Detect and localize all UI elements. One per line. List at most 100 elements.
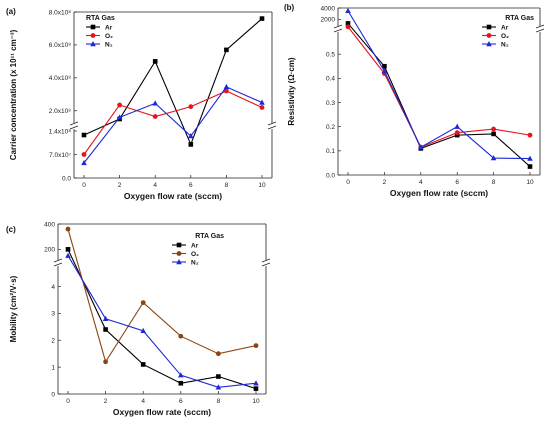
- x-axis-title: Oxygen flow rate (sccm): [113, 407, 211, 417]
- data-point: [253, 380, 259, 386]
- legend-label: Ar: [191, 243, 199, 250]
- series-line-0: [347, 23, 531, 167]
- y-axis-title: Mobility (cm²/V·s): [9, 275, 18, 342]
- legend-label: N₂: [191, 260, 199, 267]
- data-point: [103, 359, 108, 365]
- data-point: [117, 102, 122, 108]
- axis-break-mark: [69, 121, 79, 126]
- legend-label: O₂: [105, 33, 113, 40]
- axis-break-mark: [53, 262, 63, 267]
- data-point: [178, 372, 184, 378]
- x-tick-label: 2: [104, 398, 108, 405]
- y-tick-label: 0.3: [326, 100, 335, 107]
- x-tick-label: 0: [66, 398, 70, 405]
- y-tick-label: 3: [51, 311, 55, 318]
- data-point: [140, 362, 146, 367]
- legend-marker: [176, 251, 182, 256]
- chart-panel-0: 0.0 7.0x10⁷ 1.4x10⁸ 2.0x10⁸ 4.0x10⁸ 6.0x10⁸ 8.…: [6, 7, 277, 201]
- y-tick-label: 1.4x10⁸: [49, 128, 72, 135]
- data-point: [152, 59, 158, 64]
- legend-marker: [90, 41, 96, 47]
- x-tick-label: 4: [153, 182, 157, 189]
- data-point: [223, 83, 230, 90]
- legend-label: O₂: [501, 33, 509, 40]
- data-point: [152, 100, 158, 106]
- data-point: [152, 114, 158, 119]
- data-point: [345, 7, 351, 14]
- panel-label: (a): [6, 7, 16, 16]
- y-tick-label: 7.0x10⁷: [49, 152, 72, 159]
- axis-break-gap: [536, 26, 544, 32]
- data-point: [140, 327, 146, 334]
- y-tick-label: 0: [51, 391, 55, 398]
- axis-break-mark: [333, 24, 343, 29]
- legend-label: N₂: [105, 42, 113, 49]
- data-point: [491, 131, 496, 137]
- axis-break-gap: [54, 260, 62, 266]
- data-point: [345, 24, 351, 30]
- x-tick-label: 10: [258, 182, 266, 189]
- axis-break-mark: [267, 121, 277, 126]
- data-point: [253, 343, 259, 349]
- x-tick-label: 6: [179, 398, 183, 405]
- x-tick-label: 2: [118, 182, 122, 189]
- series-line-1: [67, 228, 257, 364]
- y-tick-label: 4: [51, 284, 55, 291]
- y-tick-label: 8.0x10⁸: [49, 9, 72, 16]
- data-point: [527, 164, 533, 169]
- data-point: [216, 374, 221, 379]
- data-point: [259, 16, 265, 21]
- chart-panel-2: 0 1 2 3 4 200 400 0 2 4 6 8 10 Oxygen flow rate (sccm…: [6, 221, 271, 417]
- legend-marker: [176, 259, 182, 265]
- x-tick-label: 0: [346, 179, 350, 186]
- legend-marker: [486, 24, 492, 30]
- axis-break-gap: [262, 260, 270, 266]
- legend-label: Ar: [501, 25, 509, 32]
- legend-title: RTA Gas: [195, 233, 224, 240]
- y-tick-label: 0.0: [326, 172, 335, 179]
- data-point: [178, 333, 184, 339]
- chart-panel-1: 0.0 0.1 0.2 0.3 0.4 0.5 2000 4000 0 2 4 6 8 10 Oxygen …: [284, 3, 545, 198]
- data-point: [116, 114, 123, 120]
- data-point: [216, 351, 221, 357]
- legend-marker: [90, 24, 96, 30]
- data-point: [102, 315, 109, 321]
- axis-break-gap: [334, 26, 342, 32]
- y-tick-label: 0.4: [326, 76, 335, 83]
- axis-break-gap: [70, 123, 78, 129]
- panel-label: (c): [6, 225, 16, 234]
- data-point: [259, 105, 265, 110]
- x-tick-label: 8: [217, 398, 221, 405]
- x-tick-label: 8: [492, 179, 496, 186]
- axis-break-mark: [53, 258, 63, 263]
- y-tick-label: 2.0x10⁸: [49, 108, 72, 115]
- axis-break-mark: [535, 24, 545, 29]
- data-point: [381, 68, 388, 74]
- series-line-2: [347, 10, 531, 160]
- data-point: [454, 132, 460, 138]
- y-tick-label: 6.0x10⁸: [49, 42, 72, 49]
- y-tick-label: 2: [51, 338, 55, 345]
- y-tick-label: 0.1: [326, 148, 335, 155]
- data-point: [454, 123, 460, 129]
- y-tick-label: 0.5: [326, 51, 335, 58]
- legend-marker: [486, 33, 492, 38]
- axis-break-mark: [261, 258, 271, 263]
- data-point: [253, 386, 259, 391]
- y-tick-label: 1: [51, 364, 55, 371]
- series-line-2: [83, 86, 263, 164]
- x-tick-label: 2: [383, 179, 387, 186]
- data-point: [490, 155, 497, 161]
- y-tick-label: 0.0: [62, 175, 71, 182]
- x-tick-label: 10: [526, 179, 534, 186]
- y-tick-label: 4.0x10⁸: [49, 75, 72, 82]
- y-tick-label: 200: [44, 247, 55, 254]
- data-point: [188, 133, 194, 139]
- x-tick-label: 0: [82, 182, 86, 189]
- y-axis-title: Resistivity (Ω·cm): [287, 57, 296, 126]
- data-point: [188, 104, 194, 110]
